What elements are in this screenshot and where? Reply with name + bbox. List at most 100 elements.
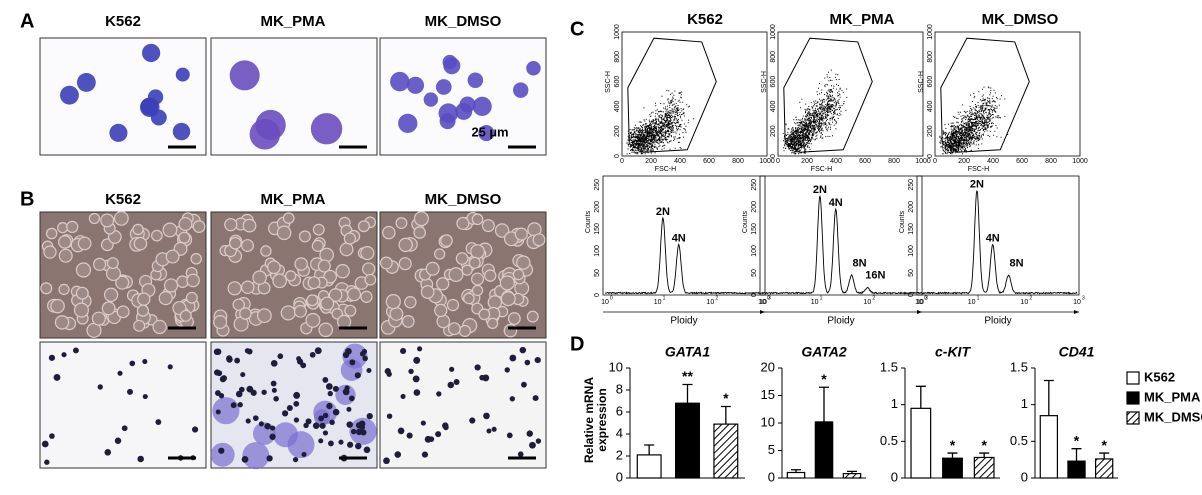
x-tick-exponent: 2 xyxy=(715,295,718,301)
x-axis-label: Ploidy xyxy=(670,316,697,327)
cell xyxy=(240,280,255,295)
cell xyxy=(328,440,334,447)
y-tick-label: 50 xyxy=(908,269,915,277)
cell xyxy=(191,426,199,433)
histogram-frame xyxy=(759,175,923,296)
cell xyxy=(455,102,473,120)
cell xyxy=(344,385,350,391)
legend-swatch xyxy=(1126,391,1140,405)
cell xyxy=(141,43,161,63)
cell xyxy=(133,236,148,251)
y-tick-label: 1000 xyxy=(614,24,621,40)
x-tick-label: 800 xyxy=(1045,158,1057,165)
panel-label: A xyxy=(20,10,34,32)
panel-title: MK_DMSO xyxy=(425,13,502,30)
cell xyxy=(210,442,235,467)
chart-title: GATA1 xyxy=(665,344,711,360)
y-tick-label: 0 xyxy=(768,469,775,484)
cell xyxy=(400,347,407,355)
cell xyxy=(420,285,435,299)
cell xyxy=(455,252,469,265)
bar xyxy=(814,421,834,479)
cell xyxy=(237,402,243,408)
cell xyxy=(535,438,542,444)
x-tick-label: 1000 xyxy=(759,158,775,165)
cell xyxy=(347,287,362,302)
panel-label: B xyxy=(20,188,34,210)
bar xyxy=(1094,458,1114,479)
x-tick-label: 1000 xyxy=(1072,158,1088,165)
x-tick-exponent: 0 xyxy=(767,295,770,301)
cell xyxy=(478,308,491,321)
cell xyxy=(406,432,413,439)
y-tick-label: 200 xyxy=(770,125,777,137)
cell xyxy=(40,282,53,295)
cell xyxy=(319,422,326,429)
scale-bar-label: 25 µm xyxy=(471,124,508,139)
cell xyxy=(301,451,307,457)
cell xyxy=(413,226,426,239)
y-tick-label: 0 xyxy=(614,154,621,158)
cell xyxy=(440,234,453,247)
cell xyxy=(484,269,497,282)
bar xyxy=(842,473,862,479)
cell xyxy=(93,257,107,271)
panel-label: D xyxy=(570,333,584,355)
cell xyxy=(114,437,122,444)
y-tick-label: 250 xyxy=(908,179,915,191)
x-tick-label: 800 xyxy=(888,158,900,165)
cell xyxy=(133,319,146,332)
cell xyxy=(167,364,173,370)
cell xyxy=(360,290,373,303)
cell xyxy=(349,359,356,366)
x-tick-exponent: 1 xyxy=(820,295,823,301)
cell xyxy=(478,125,495,142)
cell xyxy=(229,236,242,250)
cell xyxy=(178,231,191,244)
cell xyxy=(413,389,421,396)
cell xyxy=(425,261,440,276)
cell xyxy=(363,446,371,454)
cell xyxy=(436,391,442,397)
cell xyxy=(293,401,300,407)
cell xyxy=(238,386,245,393)
cell xyxy=(242,442,270,470)
cell xyxy=(245,418,251,424)
cell xyxy=(190,253,202,265)
cell xyxy=(339,242,354,257)
cell xyxy=(213,315,228,330)
cell xyxy=(53,373,61,381)
chart-title: CD41 xyxy=(1059,344,1095,360)
y-tick-label: 200 xyxy=(614,125,621,137)
cell xyxy=(468,256,481,269)
y-axis-label: Counts xyxy=(899,210,906,233)
significance: * xyxy=(950,437,956,453)
cell xyxy=(338,439,344,445)
error-bar xyxy=(819,386,829,422)
x-tick-base: 10 xyxy=(759,299,767,306)
peak-label: 4N xyxy=(829,197,843,209)
y-tick-label: 100 xyxy=(594,245,601,257)
cell xyxy=(91,311,106,326)
cell xyxy=(398,237,413,253)
cell xyxy=(322,376,329,383)
event-dots xyxy=(626,90,694,155)
gate xyxy=(783,37,873,153)
cell xyxy=(318,415,325,422)
cell xyxy=(73,302,89,318)
x-tick-exponent: 0 xyxy=(610,295,613,301)
cell xyxy=(509,354,517,362)
cell xyxy=(491,426,497,432)
bar xyxy=(786,471,806,479)
error-bar xyxy=(1043,379,1054,416)
cell xyxy=(471,284,484,297)
cell xyxy=(526,310,539,323)
error-bar xyxy=(947,452,958,459)
cell xyxy=(43,245,57,259)
y-tick-label: 6 xyxy=(616,403,623,418)
y-tick-label: 200 xyxy=(751,201,758,213)
cell xyxy=(178,217,193,231)
cell xyxy=(361,348,368,355)
x-tick-label: 1000 xyxy=(915,158,931,165)
